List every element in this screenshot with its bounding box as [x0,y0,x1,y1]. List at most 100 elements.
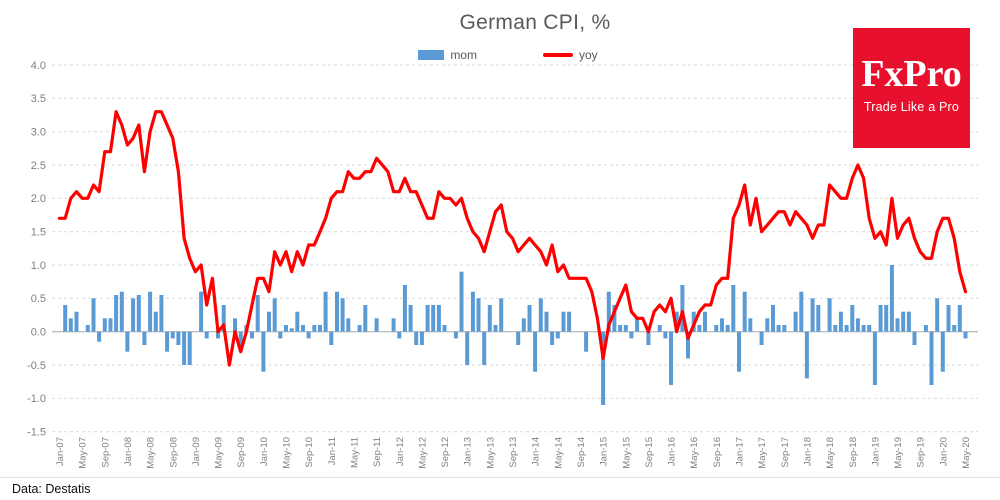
mom-bar [929,331,934,385]
mom-bar [91,298,96,332]
bottom-divider [0,477,1000,478]
mom-bar [102,318,107,332]
mom-bar [884,305,889,332]
mom-bar [901,311,906,332]
x-tick-label: Jan-07 [55,437,66,466]
mom-bar [680,285,685,332]
mom-bar [686,331,690,359]
mom-bar [816,305,821,332]
mom-bar [108,318,113,332]
mom-bar [720,318,724,332]
mom-bar [255,295,260,332]
mom-bar [550,331,555,345]
mom-bar [182,331,187,365]
x-tick-label: Jan-17 [735,437,746,466]
x-tick-label: Sep-11 [372,437,383,467]
mom-bar [957,305,962,332]
mom-bar [159,295,164,332]
chart-legend: mom yoy [0,48,1000,62]
mom-bar [335,291,339,332]
mom-bar [176,331,181,345]
mom-bar [827,298,832,332]
x-tick-label: Sep-10 [304,437,315,468]
mom-bar [476,298,481,332]
mom-bar [793,311,798,332]
mom-bar [810,298,815,332]
x-tick-label: Sep-14 [576,437,587,468]
mom-bar [187,331,192,365]
mom-bar [527,305,532,332]
mom-bar [431,305,436,332]
legend-item-yoy: yoy [542,48,598,62]
y-tick-label: 3.5 [31,93,46,105]
mom-bar [114,295,119,332]
mom-bar [612,305,617,332]
mom-bar [912,331,917,345]
mom-bar [391,318,396,332]
mom-bar [136,295,141,332]
mom-bar [663,331,668,339]
mom-bar [278,331,283,339]
mom-bar [657,325,662,332]
mom-bar [204,331,209,339]
mom-bar [538,298,543,332]
mom-bar [74,311,79,332]
x-tick-label: May-11 [349,437,360,468]
mom-bar [233,318,237,332]
mom-bar [199,291,204,332]
mom-bar [318,325,322,332]
mom-bar [68,318,73,332]
mom-bar [459,271,464,332]
mom-bar [725,325,730,332]
mom-bar [402,285,407,332]
x-tick-label: Sep-12 [440,437,451,468]
mom-bar [872,331,877,385]
mom-bar [323,291,328,332]
mom-bar [521,318,526,332]
mom-bar [674,311,679,332]
mom-bar [923,325,928,332]
mom-bar [470,291,475,332]
x-tick-label: May-10 [282,437,293,469]
mom-bar [771,305,775,332]
mom-bar [216,331,220,339]
mom-bar [261,331,266,372]
mom-bar [397,331,402,339]
x-tick-label: Jan-16 [667,437,678,466]
mom-bar [346,318,351,332]
mom-bar [567,311,572,332]
mom-bar [340,298,345,332]
yoy-line [57,110,968,367]
y-tick-label: 4.0 [31,60,46,72]
mom-bar [238,331,243,352]
mom-bar [425,305,430,332]
mom-bar [453,331,458,339]
mom-bar [714,325,719,332]
x-tick-label: Sep-13 [508,437,519,468]
mom-bar [363,305,368,332]
mom-bar [142,331,147,345]
mom-bar [119,291,124,332]
x-tick-label: Jan-14 [531,437,542,466]
mom-bar-swatch-icon [418,50,445,60]
mom-bar [618,325,623,332]
y-tick-label: 1.5 [31,227,46,239]
data-source-note: Data: Destatis [12,482,91,496]
mom-bar [487,305,492,332]
mom-bar [544,311,549,332]
mom-bar [267,311,271,332]
mom-bar [946,305,951,332]
logo-brand-text: FxPro [861,53,962,95]
x-tick-label: May-17 [757,437,768,469]
mom-bar [963,331,968,339]
x-tick-label: Jan-12 [395,437,406,466]
mom-bar [419,331,424,345]
mom-bar [301,325,305,332]
mom-bar [165,331,170,352]
y-tick-label: 1.0 [31,260,46,272]
mom-bar [493,325,498,332]
mom-bar [906,311,911,332]
y-tick-label: -1.5 [27,427,46,439]
x-tick-label: Jan-20 [938,437,949,466]
